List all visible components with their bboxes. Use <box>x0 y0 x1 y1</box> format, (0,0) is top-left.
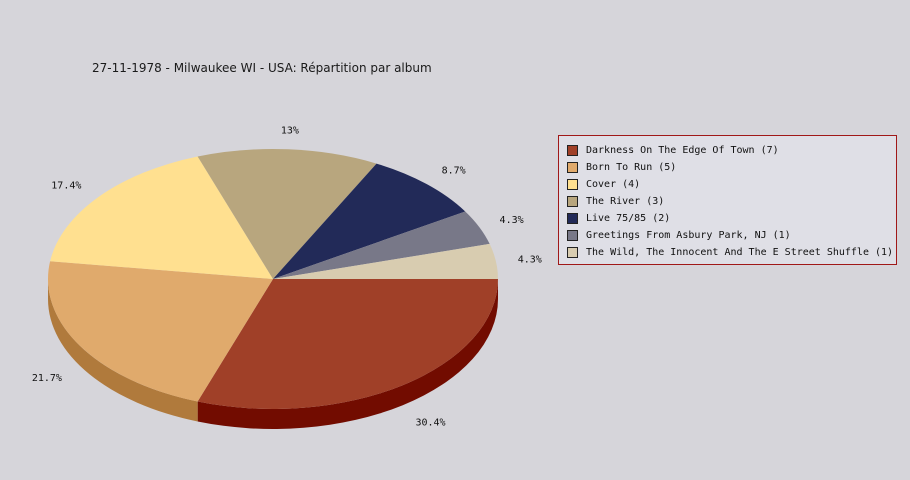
pie-side-0 <box>197 279 498 429</box>
pie-slice-label-3: 13% <box>281 125 299 136</box>
pie-slice-6 <box>273 243 498 279</box>
legend-item: The River (3) <box>567 193 896 210</box>
legend-label: Darkness On The Edge Of Town (7) <box>586 145 779 156</box>
pie-labels: 30.4% 21.7% 17.4% 13% 8.7% 4.3% 4.3% <box>32 125 542 428</box>
pie-slice-0 <box>197 279 498 409</box>
pie-slice-label-0: 30.4% <box>415 418 445 429</box>
legend-swatch <box>567 213 578 224</box>
pie-slice-3 <box>197 149 377 279</box>
legend-label: Born To Run (5) <box>586 162 677 173</box>
chart-title: 27-11-1978 - Milwaukee WI - USA: Réparti… <box>92 61 432 75</box>
pie-slice-2 <box>50 156 274 279</box>
legend-swatch <box>567 196 578 207</box>
chart-legend: Darkness On The Edge Of Town (7) Born To … <box>558 135 897 265</box>
pie-slice-1 <box>48 261 273 402</box>
legend-label: The Wild, The Innocent And The E Street … <box>586 247 894 258</box>
legend-item: The Wild, The Innocent And The E Street … <box>567 244 896 261</box>
legend-label: The River (3) <box>586 196 665 207</box>
legend-item: Cover (4) <box>567 176 896 193</box>
legend-item: Live 75/85 (2) <box>567 210 896 227</box>
pie-slice-5 <box>273 211 490 279</box>
legend-swatch <box>567 230 578 241</box>
pie-slice-label-1: 21.7% <box>32 373 62 384</box>
pie-slice-4 <box>273 163 466 279</box>
legend-label: Greetings From Asbury Park, NJ (1) <box>586 230 791 241</box>
legend-label: Live 75/85 (2) <box>586 213 671 224</box>
pie-sides <box>48 279 498 429</box>
legend-swatch <box>567 247 578 258</box>
pie-side-1 <box>48 279 198 422</box>
pie-slice-label-6: 4.3% <box>518 255 542 266</box>
legend-item: Darkness On The Edge Of Town (7) <box>567 142 896 159</box>
legend-swatch <box>567 145 578 156</box>
pie-top <box>48 149 498 409</box>
pie-slice-label-2: 17.4% <box>51 180 81 191</box>
legend-label: Cover (4) <box>586 179 641 190</box>
pie-slice-label-5: 4.3% <box>500 215 524 226</box>
pie-slice-label-4: 8.7% <box>442 165 466 176</box>
legend-item: Born To Run (5) <box>567 159 896 176</box>
legend-swatch <box>567 179 578 190</box>
legend-swatch <box>567 162 578 173</box>
legend-item: Greetings From Asbury Park, NJ (1) <box>567 227 896 244</box>
